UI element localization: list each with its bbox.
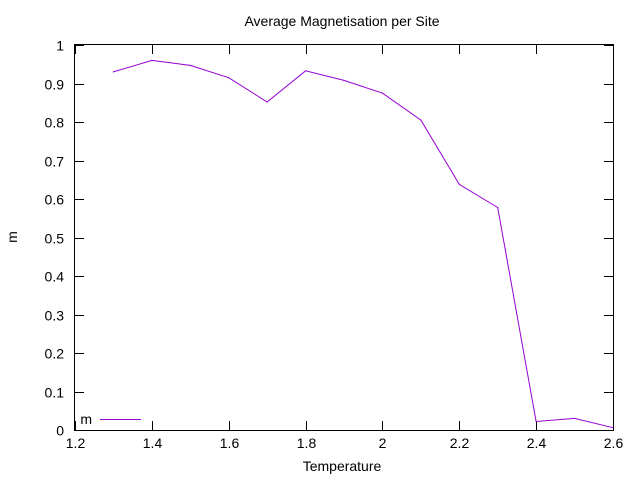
x-tick-label: 2 (379, 435, 387, 451)
x-axis: 1.2 1.4 1.6 1.8 2 2.2 2.4 2.6 (66, 45, 624, 451)
data-point (228, 77, 230, 79)
x-tick-label: 2.4 (527, 435, 547, 451)
x-tick-label: 1.6 (220, 435, 240, 451)
data-point (420, 119, 422, 121)
x-tick-label: 1.2 (66, 435, 86, 451)
chart-title: Average Magnetisation per Site (244, 13, 439, 29)
y-tick-label: 0.2 (45, 346, 65, 362)
data-point (266, 101, 268, 103)
x-tick-label: 1.8 (297, 435, 317, 451)
y-axis-label: m (4, 231, 20, 243)
data-point (612, 427, 614, 429)
y-tick-label: 0 (56, 423, 64, 439)
data-point (574, 417, 576, 419)
data-point (189, 64, 191, 66)
series-layer (112, 59, 614, 429)
data-point (112, 71, 114, 73)
data-point (458, 183, 460, 185)
y-tick-label: 0.9 (45, 77, 65, 93)
y-tick-label: 0.7 (45, 154, 65, 170)
series-line-m (113, 59, 614, 429)
legend: m (80, 411, 141, 427)
x-axis-label: Temperature (303, 458, 382, 474)
y-tick-label: 0.6 (45, 192, 65, 208)
x-tick-label: 2.6 (604, 435, 624, 451)
plot-frame (74, 44, 614, 431)
data-point (535, 420, 537, 423)
y-tick-label: 1 (56, 38, 64, 54)
y-axis: 0 0.1 0.2 0.3 0.4 0.5 0.6 0.7 0.8 0.9 1 (45, 38, 613, 439)
y-tick-label: 0.8 (45, 115, 65, 131)
legend-label: m (80, 411, 92, 427)
data-point (305, 70, 307, 72)
y-tick-label: 0.4 (45, 269, 65, 285)
y-tick-label: 0.3 (45, 308, 65, 324)
data-point (343, 79, 345, 81)
data-point (381, 92, 383, 94)
x-tick-label: 2.2 (450, 435, 470, 451)
data-point (497, 206, 499, 209)
y-tick-label: 0.5 (45, 231, 65, 247)
x-tick-label: 1.4 (143, 435, 163, 451)
y-tick-label: 0.1 (45, 385, 65, 401)
data-point (151, 59, 153, 62)
